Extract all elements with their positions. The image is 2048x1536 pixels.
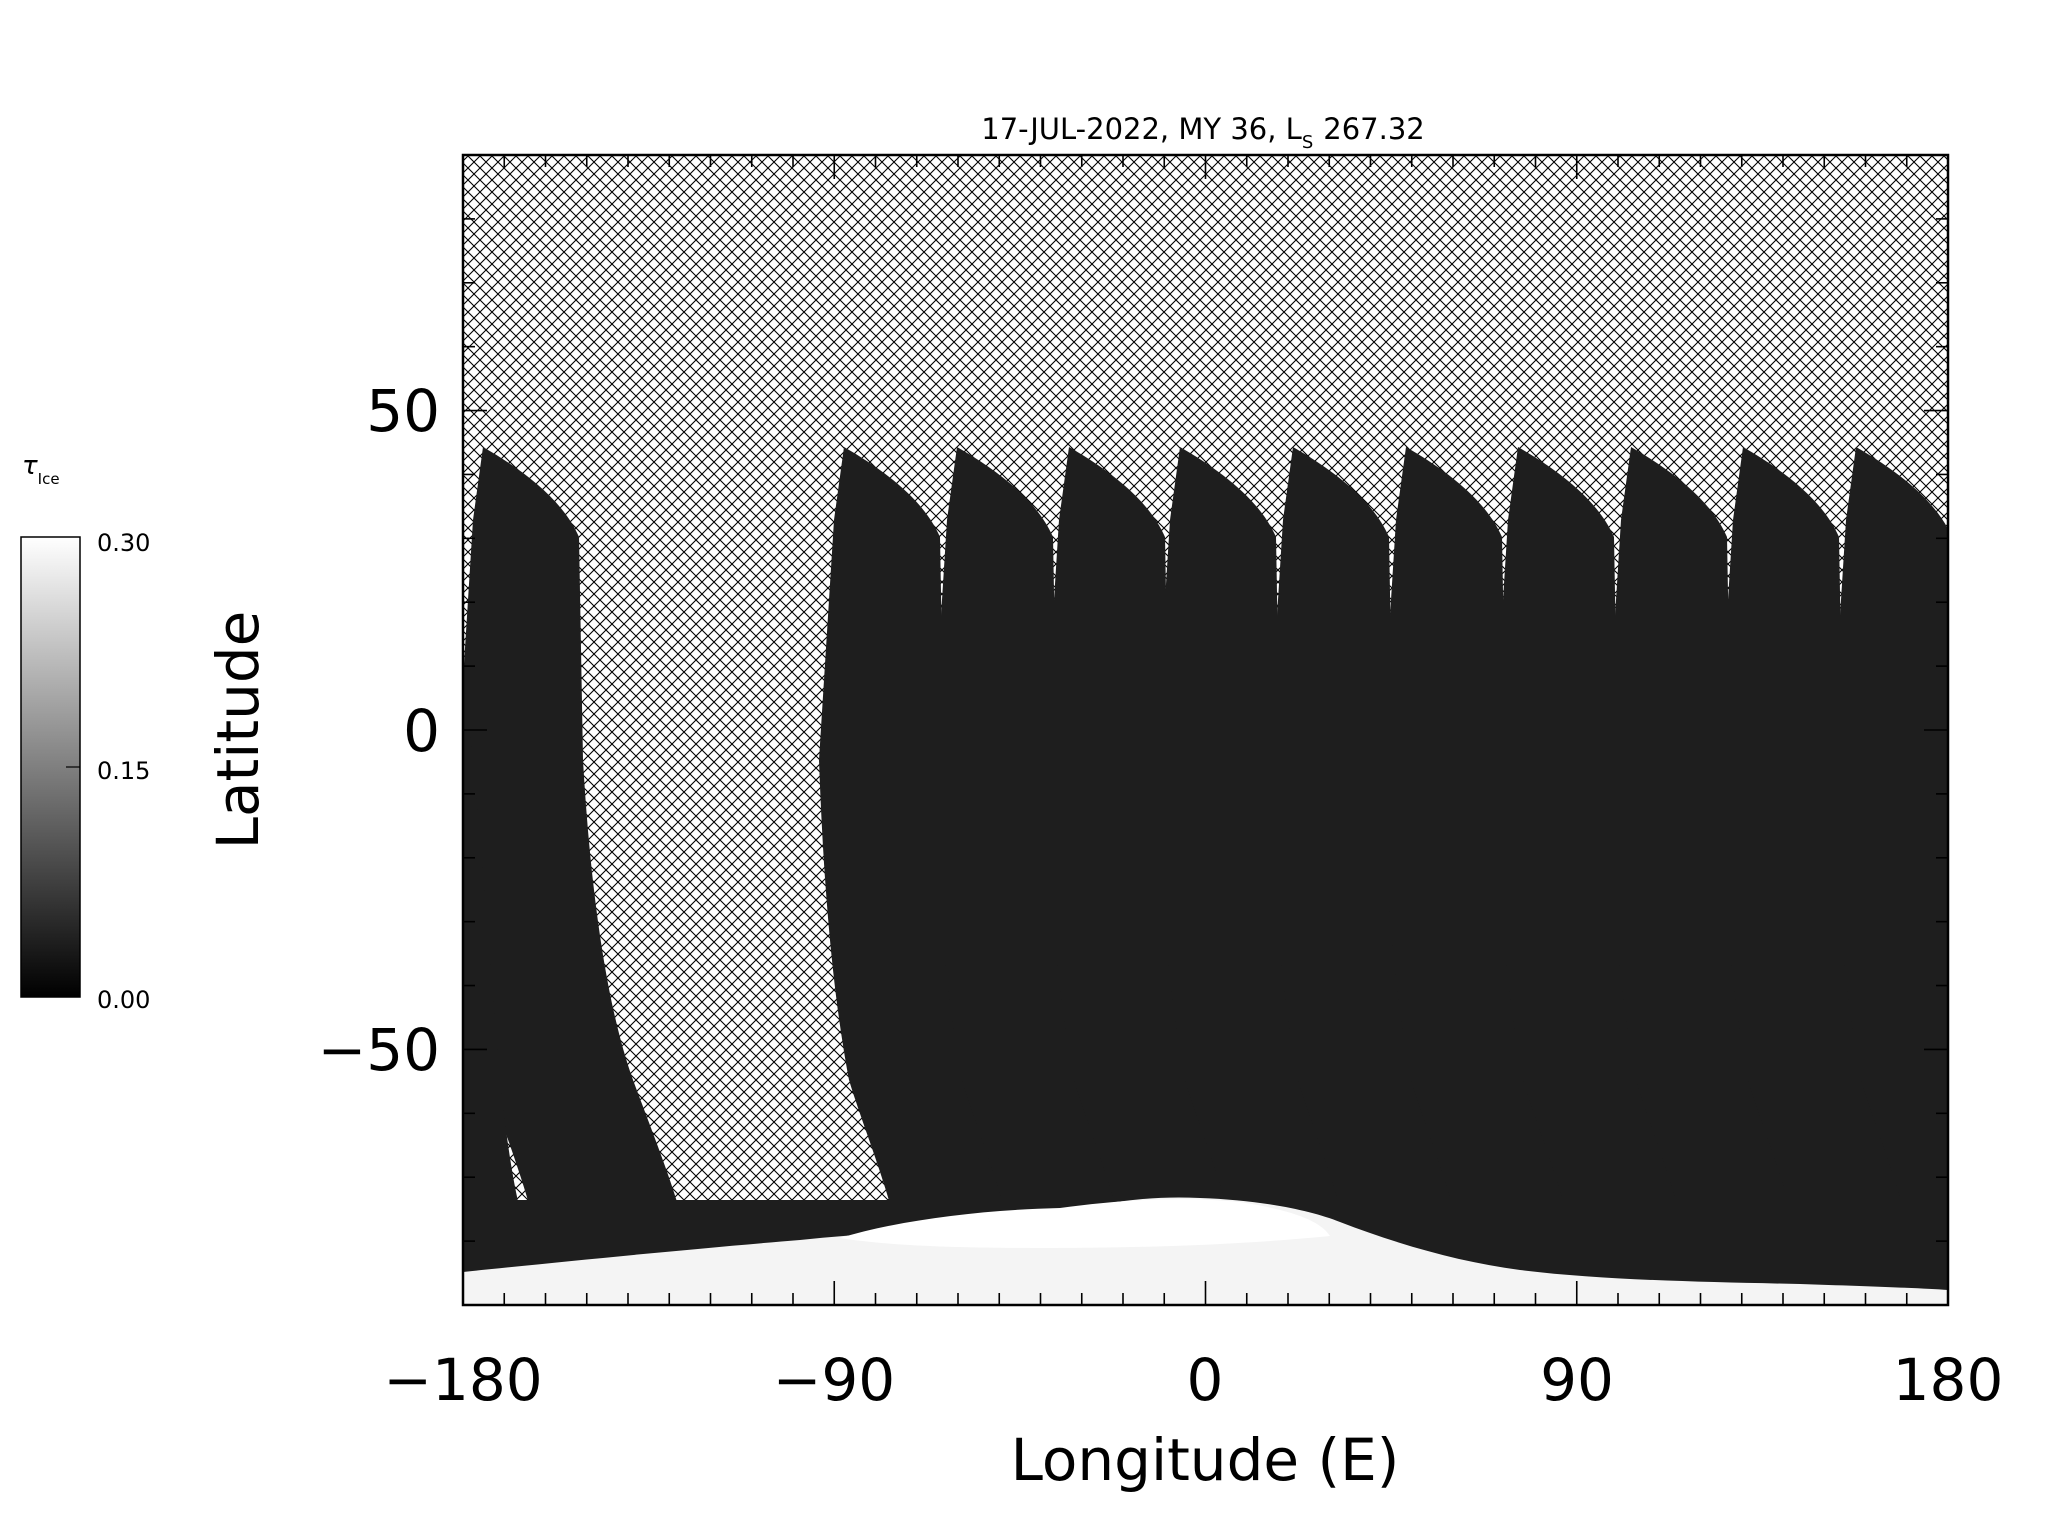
x-tick-label: −180 [383, 1346, 542, 1414]
y-axis: −50 0 50 Latitude [204, 377, 440, 1084]
colorbar: τIce 0.30 0.15 0.00 [20, 451, 150, 1014]
x-axis: −180 −90 0 90 180 Longitude (E) [383, 1346, 2003, 1494]
colorbar-tick-label: 0.15 [97, 757, 150, 785]
y-axis-label: Latitude [204, 611, 272, 850]
orbit-swath [463, 447, 693, 1265]
title-subscript: S [1302, 132, 1313, 153]
orbit-swath [1493, 447, 1728, 1265]
x-axis-label: Longitude (E) [1011, 1426, 1400, 1494]
figure-title: 17-JUL-2022, MY 36, LS 267.32 [981, 112, 1424, 153]
orbit-swath [1155, 447, 1390, 1265]
x-tick-label: 180 [1893, 1346, 2004, 1414]
orbit-swath [1268, 447, 1503, 1265]
colorbar-label: τIce [22, 451, 60, 488]
x-tick-label: −90 [773, 1346, 895, 1414]
colorbar-tick-label: 0.30 [97, 529, 150, 557]
orbit-swath [819, 447, 1054, 1265]
y-tick-label: 50 [366, 377, 440, 445]
minor-ticks [462, 154, 1949, 1306]
colorbar-tick-label: 0.00 [97, 986, 150, 1014]
y-tick-label: 0 [403, 697, 440, 765]
x-tick-label: 0 [1187, 1346, 1224, 1414]
orbit-swath [1718, 447, 1948, 1265]
polar-ice-cap-inner [840, 1199, 1330, 1248]
orbit-swath [463, 675, 540, 1265]
orbit-swath [1831, 447, 1948, 1265]
map-panel [461, 153, 1950, 1307]
polar-ice-cap [463, 1197, 1948, 1305]
y-tick-label: −50 [318, 1016, 440, 1084]
x-tick-label: 90 [1540, 1346, 1614, 1414]
